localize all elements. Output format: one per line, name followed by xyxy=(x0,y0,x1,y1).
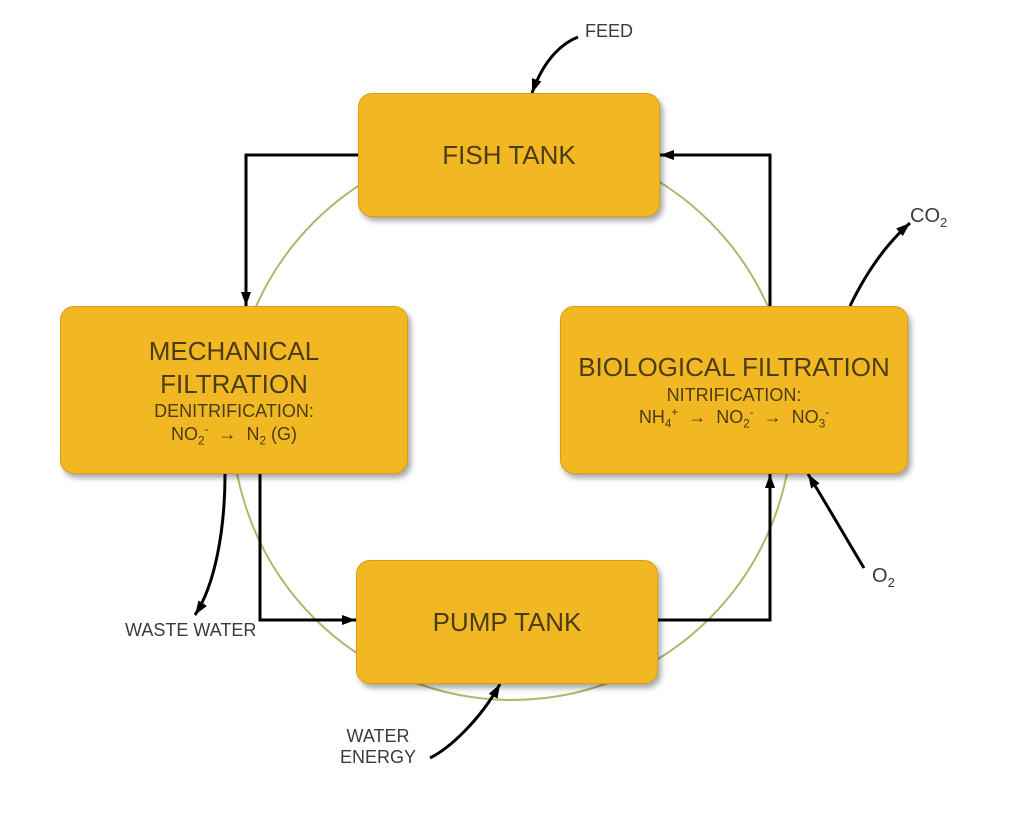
node-title: PUMP TANK xyxy=(433,606,582,639)
node-subtitle: NITRIFICATION: xyxy=(667,384,802,407)
label-co2: CO2 xyxy=(910,205,947,228)
label-water-energy: WATER ENERGY xyxy=(340,726,416,768)
node-subtitle: DENITRIFICATION: xyxy=(154,400,314,423)
label-o2: O2 xyxy=(872,565,895,588)
node-pump-tank: PUMP TANK xyxy=(356,560,658,684)
node-formula: NH4+ → NO2- → NO3- xyxy=(639,406,829,429)
node-title: BIOLOGICAL FILTRATION xyxy=(578,351,890,384)
node-title: MECHANICAL FILTRATION xyxy=(75,335,393,400)
label-feed: FEED xyxy=(585,21,633,42)
node-fish-tank: FISH TANK xyxy=(358,93,660,217)
node-biological-filtration: BIOLOGICAL FILTRATION NITRIFICATION: NH4… xyxy=(560,306,908,474)
node-mechanical-filtration: MECHANICAL FILTRATION DENITRIFICATION: N… xyxy=(60,306,408,474)
node-formula: NO2- → N2 (G) xyxy=(171,423,297,446)
node-title: FISH TANK xyxy=(442,139,575,172)
label-waste-water: WASTE WATER xyxy=(125,620,256,641)
